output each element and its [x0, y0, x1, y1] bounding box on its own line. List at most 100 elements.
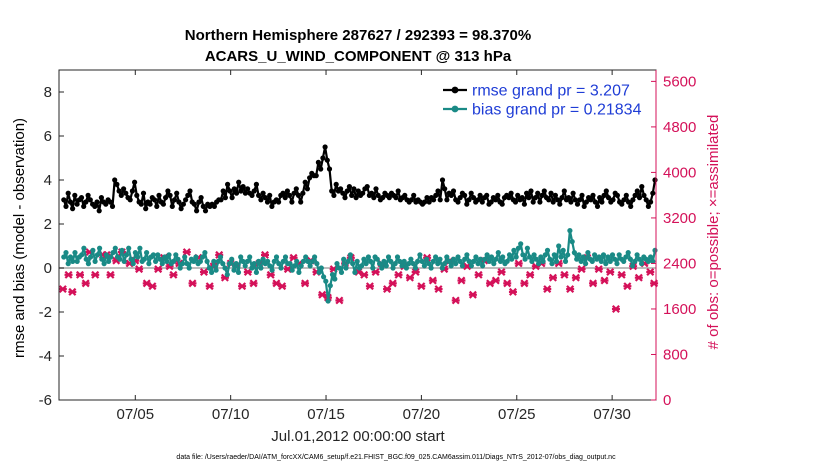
obs-assimilated-marker — [434, 285, 443, 294]
bias-point — [132, 250, 138, 256]
obs-assimilated-marker — [243, 268, 252, 276]
rmse-point — [594, 203, 601, 209]
bias-point — [200, 254, 206, 260]
obs-assimilated-marker — [474, 270, 483, 279]
bias-point — [556, 243, 562, 249]
bias-point — [215, 258, 221, 264]
rmse-point — [143, 206, 149, 212]
bias-point — [74, 258, 80, 264]
obs-assimilated-marker — [514, 259, 523, 268]
bias-point — [70, 258, 76, 264]
rmse-point — [118, 192, 124, 198]
rmse-point — [83, 199, 89, 205]
y-right-tick-label: 3200 — [663, 210, 696, 227]
bias-point — [632, 258, 638, 264]
bias-point — [486, 258, 492, 264]
bias-point — [569, 239, 575, 245]
bias-point — [128, 256, 134, 262]
bias-point — [334, 261, 340, 267]
rmse-point — [648, 199, 654, 205]
rmse-point — [408, 197, 414, 203]
rmse-point — [220, 188, 226, 194]
rmse-point — [180, 201, 186, 207]
rmse-point — [191, 201, 197, 207]
rmse-point — [462, 192, 468, 198]
rmse-point — [156, 192, 162, 198]
rmse-point — [240, 184, 246, 190]
bias-point — [314, 261, 320, 267]
bias-point — [605, 254, 611, 260]
bias-point — [390, 265, 396, 271]
bias-point — [580, 254, 587, 260]
obs-assimilated-marker — [301, 279, 310, 288]
rmse-point — [238, 188, 244, 194]
rmse-point — [276, 199, 282, 205]
rmse-point — [369, 190, 375, 196]
obs-assimilated-marker — [497, 268, 506, 276]
bias-point — [558, 254, 564, 260]
bias-point — [164, 258, 170, 264]
obs-assimilated-marker — [360, 270, 369, 279]
rmse-point — [96, 208, 102, 214]
bias-point — [576, 252, 582, 258]
bias-point — [365, 254, 371, 260]
obs-assimilated-marker — [383, 285, 392, 294]
bias-point — [79, 252, 85, 258]
rmse-point — [373, 186, 379, 192]
bias-point — [211, 258, 217, 264]
bias-point — [303, 254, 309, 260]
bias-point — [312, 254, 318, 260]
rmse-point — [512, 199, 519, 205]
bias-point — [191, 258, 197, 264]
bias-point — [166, 252, 172, 258]
rmse-point — [134, 192, 140, 198]
bias-point — [269, 267, 275, 273]
rmse-point — [386, 195, 392, 201]
y-tick-label: 6 — [44, 128, 52, 145]
bias-point — [466, 258, 472, 264]
bias-point — [531, 252, 537, 258]
bias-point — [294, 258, 300, 264]
bias-point — [253, 269, 259, 275]
rmse-point — [645, 203, 652, 209]
bias-point — [260, 256, 266, 262]
rmse-point — [652, 177, 658, 183]
bias-point — [612, 256, 618, 262]
rmse-point — [623, 192, 629, 198]
rmse-point — [521, 201, 528, 207]
obs-assimilated-marker — [106, 270, 115, 279]
axes: 07/05 07/10 07/15 07/20 07/25 07/30 -6 -4 -2 0 2 4 6… — [39, 70, 696, 423]
rmse-point — [437, 197, 443, 203]
bias-point — [179, 261, 186, 267]
bias-point — [527, 254, 533, 260]
bias-point — [316, 269, 322, 275]
bias-point — [417, 252, 423, 258]
rmse-point — [537, 199, 543, 205]
rmse-point — [109, 203, 116, 209]
bias-point — [600, 252, 607, 258]
bias-point — [578, 258, 584, 264]
rmse-point — [355, 188, 361, 194]
rmse-point — [242, 190, 248, 196]
rmse-point — [468, 190, 474, 196]
rmse-point — [439, 177, 446, 183]
bias-point — [453, 261, 459, 267]
bias-point — [639, 261, 645, 267]
rmse-point — [152, 197, 158, 203]
y-axis-right-label: # of obs: o=possible; ×=assimilated — [705, 115, 722, 350]
legend: rmse grand pr = 3.207 bias grand pr = 0.… — [438, 77, 650, 119]
obs-assimilated-marker — [238, 282, 247, 291]
bias-point — [291, 263, 298, 269]
bias-point — [222, 265, 228, 271]
bias-point — [446, 258, 452, 264]
y-tick-label: 4 — [44, 172, 52, 189]
rmse-point — [307, 175, 313, 181]
bias-point — [162, 254, 168, 260]
bias-point — [112, 245, 118, 251]
bias-point — [72, 250, 78, 256]
rmse-point — [557, 201, 563, 207]
rmse-point — [329, 188, 335, 194]
rmse-point — [552, 192, 559, 198]
bias-point — [482, 256, 488, 262]
bias-point — [522, 256, 528, 262]
